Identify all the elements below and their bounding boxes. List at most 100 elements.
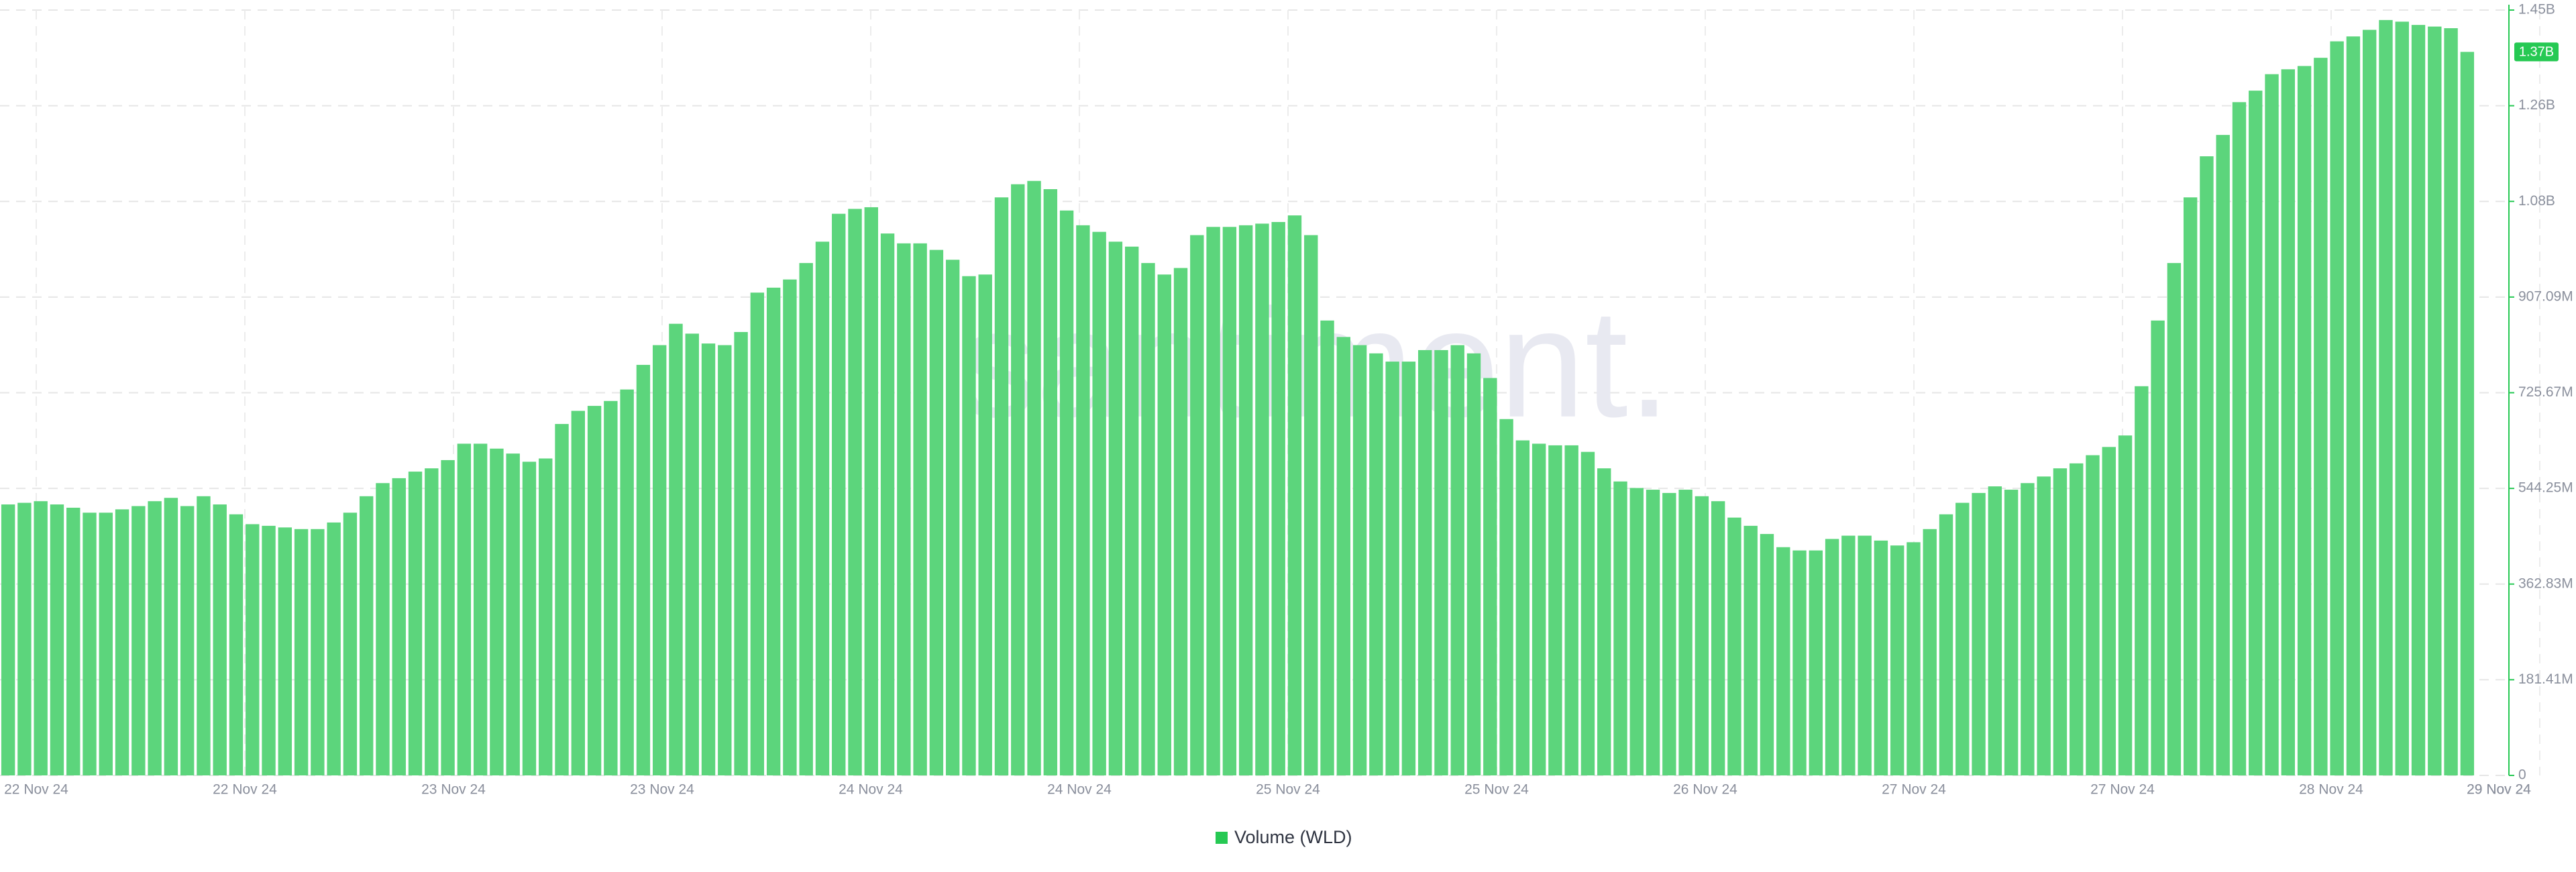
bar (17, 502, 32, 775)
bar (1678, 490, 1693, 775)
bar (1206, 227, 1220, 776)
bar (1711, 501, 1725, 775)
bar (1955, 502, 1970, 775)
bar (1385, 362, 1399, 775)
bar (294, 529, 309, 775)
x-tick-label: 28 Nov 24 (2299, 782, 2363, 798)
bar (929, 250, 944, 776)
bar (1499, 419, 1513, 775)
bar (897, 243, 911, 775)
bar (1580, 451, 1595, 775)
bar (1352, 345, 1367, 775)
bar (832, 213, 846, 776)
current-value-label: 1.37B (2519, 45, 2554, 60)
bar (962, 276, 976, 775)
bar (1434, 349, 1448, 775)
bar (1776, 547, 1790, 775)
bar (311, 529, 325, 775)
bar (750, 292, 765, 775)
bar (734, 331, 748, 775)
bar (1727, 517, 1741, 775)
bar (994, 197, 1009, 776)
bar (1076, 225, 1090, 775)
bar (1401, 362, 1416, 775)
current-value-tag (2514, 42, 2559, 62)
bars (1, 19, 2475, 776)
x-tick-label: 27 Nov 24 (2090, 782, 2155, 798)
bar (620, 389, 634, 775)
x-tick-label: 22 Nov 24 (4, 782, 68, 798)
bar (1450, 345, 1464, 775)
bar (783, 279, 797, 775)
bar (848, 209, 862, 775)
bar (246, 524, 260, 775)
bar (880, 233, 895, 776)
bar (164, 498, 178, 775)
bar (1532, 443, 1546, 775)
bar (1629, 488, 1644, 775)
x-tick-label: 26 Nov 24 (1673, 782, 1737, 798)
legend-swatch (1216, 832, 1228, 844)
bar (1238, 225, 1253, 775)
bar (1141, 263, 1155, 776)
bar (652, 345, 667, 775)
bar (2004, 490, 2019, 775)
bar (229, 514, 244, 775)
bar (913, 243, 927, 775)
bar (1515, 440, 1530, 775)
bar (2151, 320, 2165, 775)
bar (1092, 231, 1106, 775)
bar (1369, 353, 1383, 775)
bar (1, 504, 15, 775)
x-tick-label: 25 Nov 24 (1256, 782, 1320, 798)
bar (1320, 320, 1334, 775)
bar (978, 274, 992, 775)
x-tick-label: 27 Nov 24 (1882, 782, 1946, 798)
bar (1809, 550, 1823, 775)
y-tick-label: 1.08B (2518, 193, 2555, 209)
bar (1548, 445, 1562, 775)
bar (2135, 386, 2149, 775)
bar (425, 468, 439, 775)
bar (34, 501, 48, 775)
bar (66, 507, 80, 775)
y-tick-label: 544.25M (2518, 480, 2573, 496)
bar (213, 504, 227, 775)
x-tick-label: 24 Nov 24 (839, 782, 903, 798)
bar (587, 406, 602, 775)
x-tick-label: 25 Nov 24 (1464, 782, 1529, 798)
bar (1059, 210, 1074, 776)
bar (2070, 463, 2084, 775)
bar (945, 260, 960, 775)
bar (1662, 492, 1676, 775)
bar (2460, 52, 2475, 776)
bar (2395, 21, 2409, 775)
bar (83, 512, 97, 775)
x-tick-label: 24 Nov 24 (1047, 782, 1112, 798)
bar (1157, 274, 1171, 775)
bar (327, 522, 341, 775)
bar (2053, 468, 2068, 775)
bar (197, 496, 211, 775)
bar (815, 241, 830, 775)
bar (278, 527, 292, 775)
bar (1907, 542, 1921, 775)
bar (1760, 534, 1774, 775)
bar (1108, 241, 1123, 775)
axes: 0 181.41M 362.83M 544.25M 725.67M 907.09M 1.08… (4, 2, 2573, 848)
bar (604, 400, 618, 775)
y-tick-label: 725.67M (2518, 384, 2573, 400)
bar (2379, 19, 2393, 776)
bar (1222, 227, 1237, 776)
bar (1613, 481, 1627, 775)
y-tick-label: 1.26B (2518, 97, 2555, 113)
bar (669, 323, 683, 775)
bar (1972, 492, 1986, 775)
bar (1923, 529, 1937, 775)
bar (1304, 235, 1318, 775)
bar (50, 504, 64, 775)
bar (1841, 535, 1856, 775)
bar (701, 343, 716, 775)
bar (343, 512, 358, 775)
bar (1939, 514, 1953, 775)
